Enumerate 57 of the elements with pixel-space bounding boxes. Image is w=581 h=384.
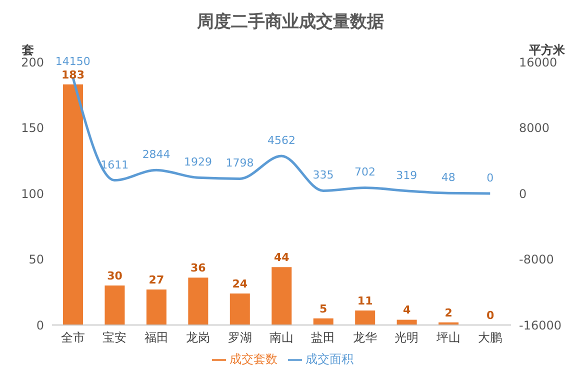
data-label: 702 [354,166,376,179]
x-tick-label: 南山 [270,330,294,345]
bar [313,318,334,325]
y2-axis-title: 平方米 [529,42,565,58]
data-label: 48 [441,171,456,184]
data-label: 335 [312,168,334,182]
data-label: 319 [396,168,418,182]
bar [355,310,376,325]
data-label: 4562 [268,134,296,148]
bar [63,84,83,325]
data-label: 4 [402,304,411,317]
legend-label: 成交面积 [306,352,354,366]
y2-tick-label: 16000 [519,55,558,70]
bar [396,320,417,325]
y-tick-label: 0 [36,318,44,332]
data-label: 5 [320,302,328,316]
x-tick-label: 福田 [144,330,168,345]
data-label: 1611 [100,158,129,172]
data-label: 183 [62,68,84,82]
x-tick-label: 龙华 [352,330,377,345]
data-label: 1929 [184,156,212,169]
y-tick-label: 200 [21,55,44,70]
data-label: 30 [107,270,123,283]
x-tick-label: 坪山 [435,330,460,345]
data-label: 11 [357,294,373,308]
y-tick-label: 50 [28,252,44,267]
bar [104,286,125,325]
y2-tick-label: 8000 [519,121,550,136]
data-label: 27 [148,273,164,286]
legend-label: 成交套数 [230,352,278,366]
x-tick-label: 盐田 [311,330,336,345]
bar [272,267,292,325]
data-label: 2 [444,306,452,320]
x-tick-label: 大鹏 [478,330,502,345]
x-tick-label: 全市 [60,330,85,345]
x-tick-label: 宝安 [102,330,127,345]
bar [230,293,250,325]
data-label: 2844 [142,148,170,162]
y2-tick-label: -8000 [519,252,554,267]
x-tick-label: 龙岗 [186,330,210,345]
y-tick-label: 150 [21,121,44,136]
y-tick-label: 100 [21,186,44,201]
x-tick-label: 罗湖 [228,330,252,345]
data-label: 24 [232,277,248,290]
data-label: 36 [190,262,206,275]
data-label: 0 [486,308,494,322]
data-label: 0 [486,172,494,184]
data-label: 14150 [55,55,90,68]
x-tick-label: 光明 [394,330,419,345]
bar [188,278,208,325]
data-label: 1798 [226,156,254,170]
y-axis-title: 套 [22,42,34,58]
y2-tick-label: 0 [519,186,527,201]
bar [146,289,166,325]
data-label: 44 [274,251,290,264]
y2-tick-label: -16000 [519,318,562,332]
chart-title: 周度二手商业成交量数据 [196,11,385,34]
